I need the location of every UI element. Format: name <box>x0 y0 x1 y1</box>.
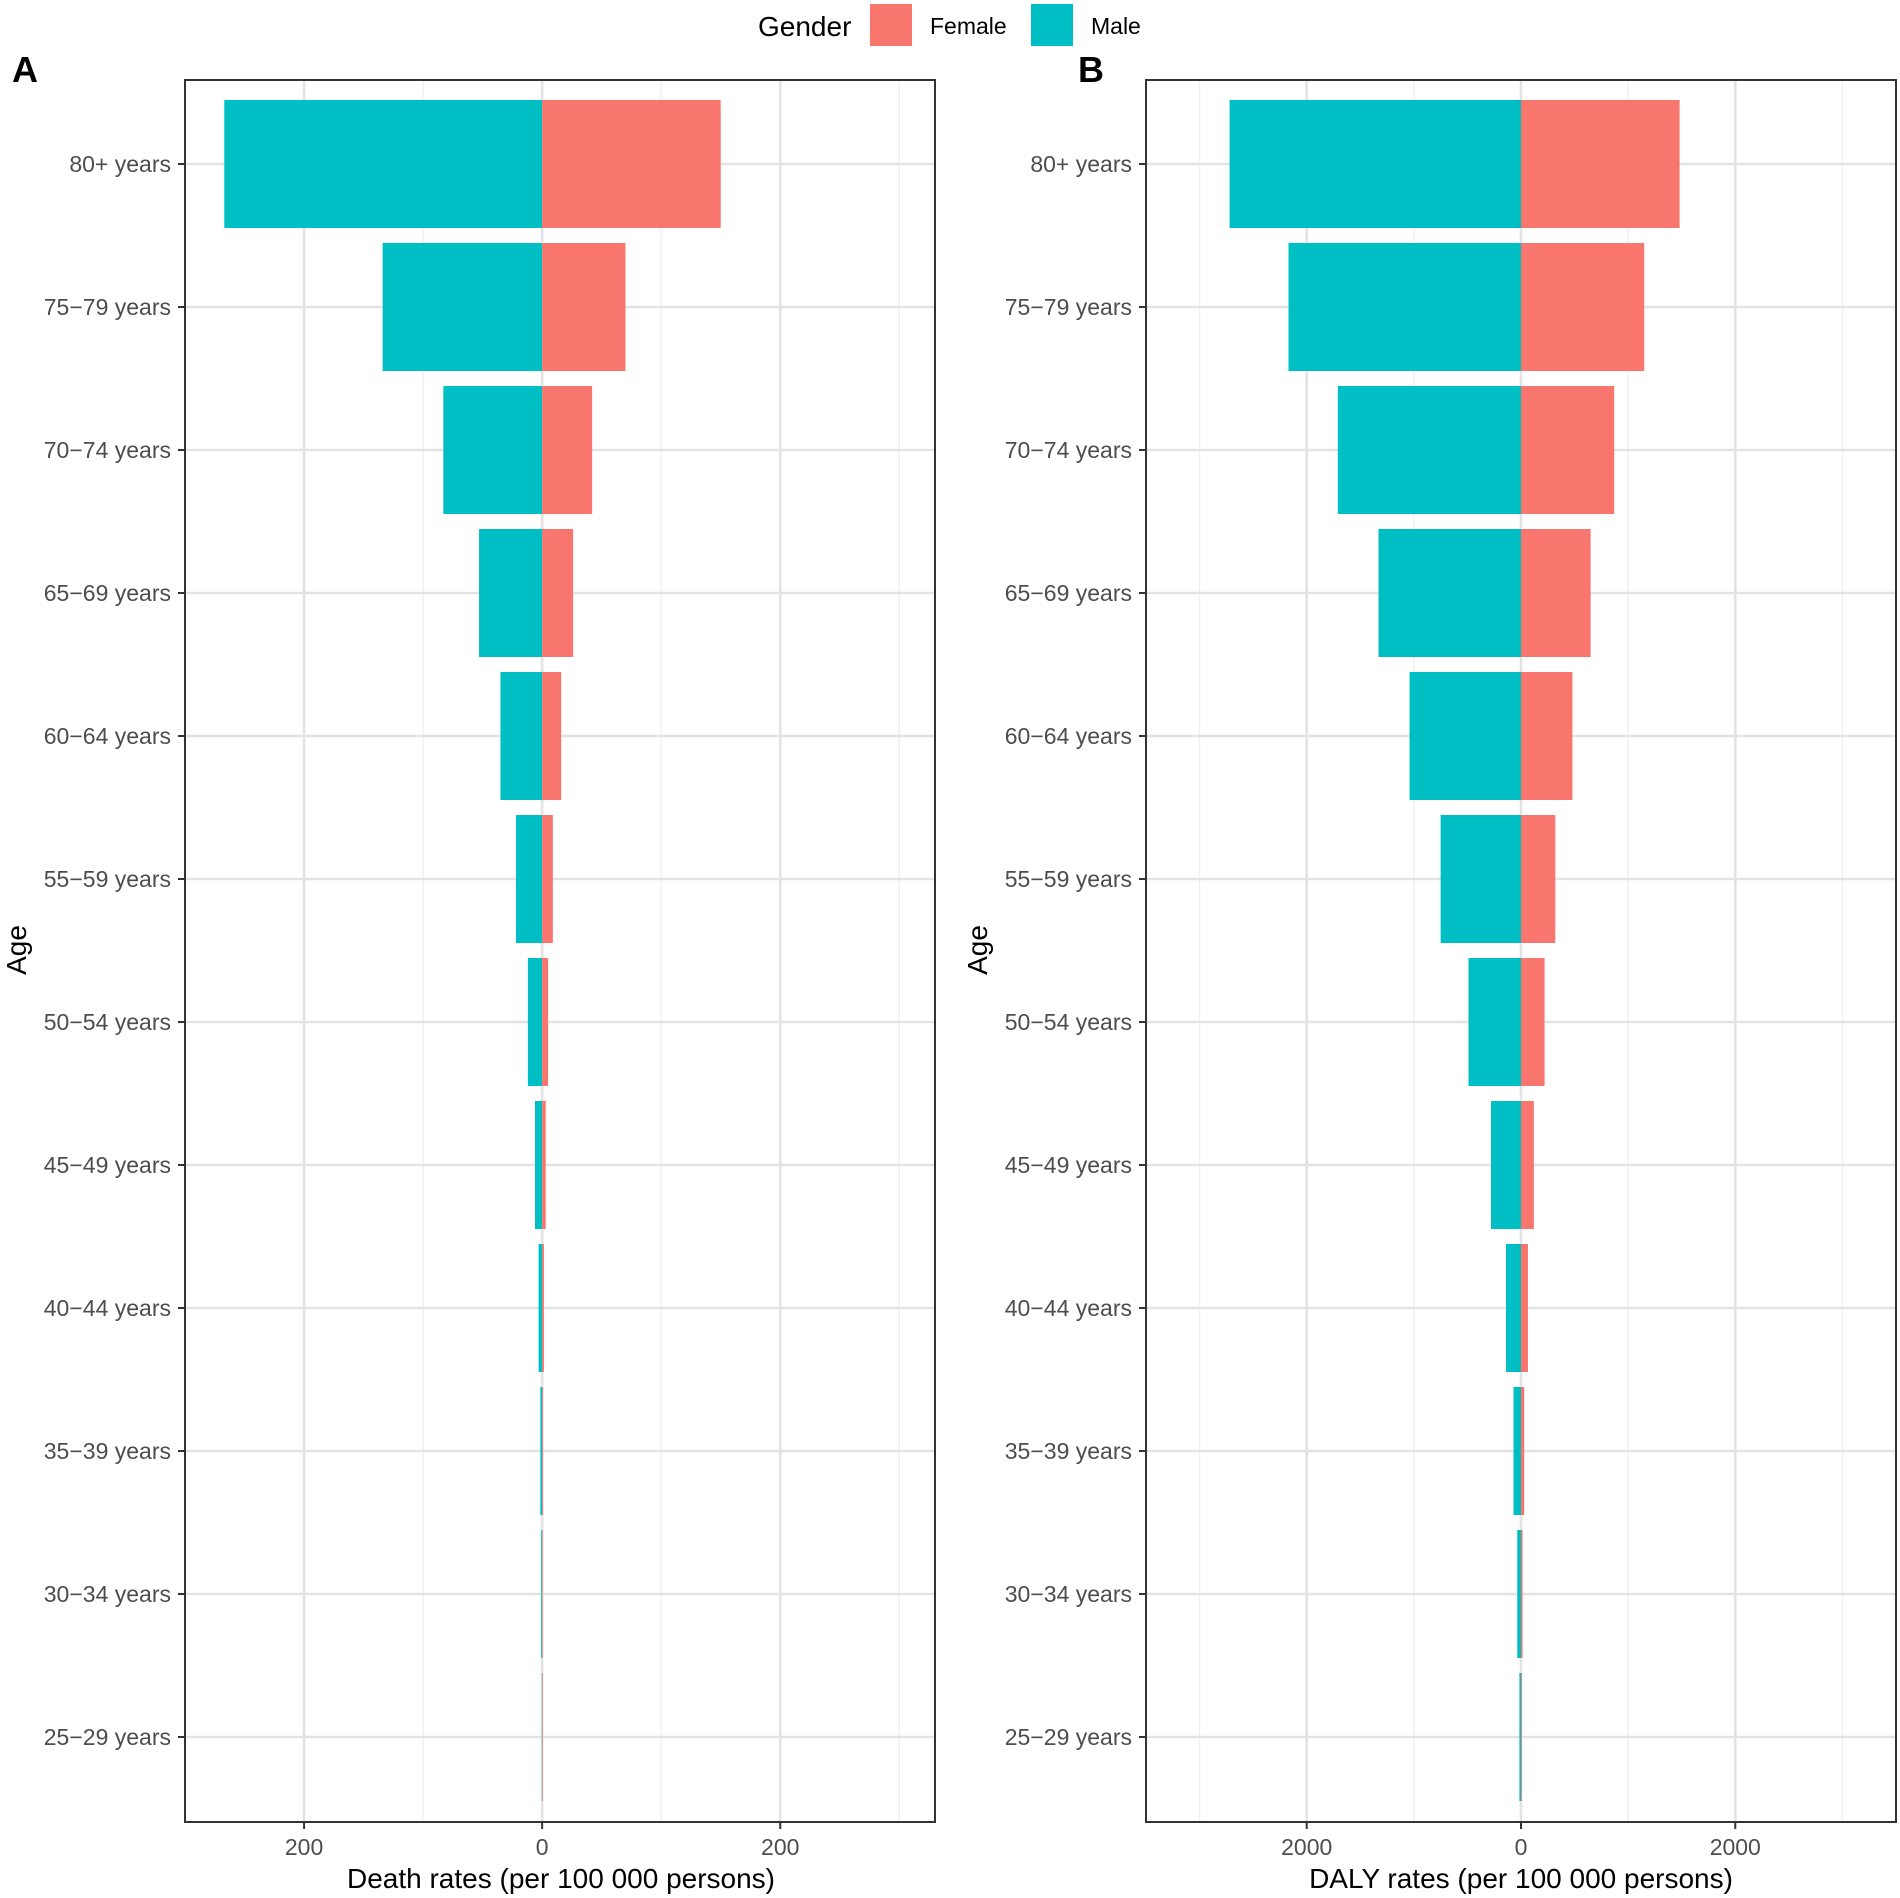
panel-b-bar-female <box>1521 958 1545 1086</box>
panel-a-y-axis-title: Age <box>1 925 32 975</box>
panel-b-x-tick-label: 2000 <box>1710 1834 1761 1860</box>
panel-b-bar-female <box>1521 1244 1528 1372</box>
panel-b-bar-male <box>1491 1101 1521 1229</box>
panel-b-bar-male <box>1513 1387 1521 1515</box>
panel-a-y-tick-label: 45−49 years <box>44 1152 171 1178</box>
panel-a-bar-male <box>538 1244 543 1372</box>
panel-a-y-tick-label: 75−79 years <box>44 294 171 320</box>
panel-a-bar-female <box>542 1101 546 1229</box>
panel-a-y-tick-label: 25−29 years <box>44 1724 171 1750</box>
panel-a-bar-male <box>527 958 543 1086</box>
panel-a-y-tick-label: 60−64 years <box>44 723 171 749</box>
panel-b-bar-male <box>1337 386 1521 514</box>
panel-b-y-tick-label: 80+ years <box>1030 151 1132 177</box>
panel-a-bar-male <box>382 243 543 371</box>
panel-a-bar-male <box>479 529 543 657</box>
panel-b-bar-male <box>1517 1530 1521 1658</box>
panel-b-bar-male <box>1506 1244 1521 1372</box>
panel-a-bar-male <box>541 1530 543 1658</box>
panel-b-bar-male <box>1440 815 1521 943</box>
panel-a-bar-female <box>542 815 553 943</box>
panel-a-bar-male <box>540 1387 543 1515</box>
panel-b-bar-female <box>1521 1530 1523 1658</box>
panel-a-y-tick-label: 70−74 years <box>44 437 171 463</box>
panel-b-bar-female <box>1521 815 1556 943</box>
panel-b-bar-female <box>1521 1673 1522 1801</box>
panel-a-border <box>184 79 936 1823</box>
panel-b-y-tick-label: 65−69 years <box>1005 580 1132 606</box>
legend-title: Gender <box>758 11 851 42</box>
panel-a-y-tick-label: 35−39 years <box>44 1438 171 1464</box>
panel-b-bar-male <box>1378 529 1521 657</box>
panel-a-y-tick-label: 55−59 years <box>44 866 171 892</box>
panel-b-bar-female <box>1521 386 1615 514</box>
panel-b-bar-male <box>1409 672 1521 800</box>
panel-a-bar-female <box>542 386 593 514</box>
panel-a-bar-female <box>542 1387 544 1515</box>
panel-a-bar-female <box>542 958 549 1086</box>
panel-a-y-tick-label: 30−34 years <box>44 1581 171 1607</box>
panel-b-bar-female <box>1521 529 1591 657</box>
panel-b-y-tick-label: 60−64 years <box>1005 723 1132 749</box>
panel-a-bar-male <box>535 1101 543 1229</box>
panel-a-x-axis-title: Death rates (per 100 000 persons) <box>347 1863 775 1894</box>
panel-b: B Age DALY rates (per 100 000 persons) 8… <box>962 49 1897 1894</box>
panel-a-y-tick-label: 80+ years <box>69 151 171 177</box>
panel-a-plot-area: 80+ years 75−79 years 70−74 years 65−69 yea… <box>44 79 936 1860</box>
legend-label-female: Female <box>930 13 1007 39</box>
panel-a-y-tick-label: 65−69 years <box>44 580 171 606</box>
panel-b-bar-female <box>1521 1387 1525 1515</box>
legend: Gender Female Male <box>758 4 1141 46</box>
panel-b-bar-male <box>1229 100 1521 228</box>
panel-a-y-tick-label: 50−54 years <box>44 1009 171 1035</box>
panel-b-y-tick-label: 55−59 years <box>1005 866 1132 892</box>
panel-b-plot-area: 80+ years 75−79 years 70−74 years 65−69 yea… <box>1005 79 1897 1860</box>
panel-b-y-tick-label: 50−54 years <box>1005 1009 1132 1035</box>
panel-b-x-axis-title: DALY rates (per 100 000 persons) <box>1309 1863 1733 1894</box>
panel-b-x-tick-label: 2000 <box>1281 1834 1332 1860</box>
panel-a-bar-female <box>542 672 562 800</box>
panel-b-bar-male <box>1519 1673 1521 1801</box>
panel-b-y-tick-label: 25−29 years <box>1005 1724 1132 1750</box>
panel-b-y-axis-title: Age <box>962 925 993 975</box>
panel-a-bar-male <box>541 1673 543 1801</box>
legend-key-male <box>1031 4 1073 46</box>
panel-b-bar-male <box>1288 243 1521 371</box>
panel-b-bar-female <box>1521 1101 1534 1229</box>
panel-b-bar-male <box>1468 958 1521 1086</box>
panel-b-y-tick-label: 45−49 years <box>1005 1152 1132 1178</box>
panel-a-bar-male <box>224 100 543 228</box>
panel-b-y-tick-label: 30−34 years <box>1005 1581 1132 1607</box>
panel-a-bar-female <box>542 529 574 657</box>
panel-a-bar-male <box>515 815 543 943</box>
panel-a-x-tick-label: 0 <box>536 1834 549 1860</box>
panel-b-y-tick-label: 40−44 years <box>1005 1295 1132 1321</box>
panel-a-bar-female <box>542 243 626 371</box>
panel-a-bar-male <box>500 672 543 800</box>
panel-a-bar-female <box>542 1673 543 1801</box>
panel-a-bar-female <box>542 1530 543 1658</box>
panel-b-bar-female <box>1521 243 1645 371</box>
panel-a-bar-male <box>443 386 543 514</box>
panel-a-x-tick-label: 200 <box>285 1834 323 1860</box>
panel-b-label: B <box>1078 49 1104 90</box>
panel-a-x-tick-label: 200 <box>761 1834 799 1860</box>
panel-b-y-tick-label: 35−39 years <box>1005 1438 1132 1464</box>
panel-b-x-tick-label: 0 <box>1515 1834 1528 1860</box>
legend-key-female <box>870 4 912 46</box>
panel-b-y-tick-label: 75−79 years <box>1005 294 1132 320</box>
panel-b-bar-female <box>1521 672 1573 800</box>
panel-a: A Age Death rates (per 100 000 persons) … <box>1 49 936 1894</box>
panel-a-y-tick-label: 40−44 years <box>44 1295 171 1321</box>
panel-a-label: A <box>12 49 38 90</box>
panel-a-bar-female <box>542 100 721 228</box>
panel-b-y-tick-label: 70−74 years <box>1005 437 1132 463</box>
panel-a-bar-female <box>542 1244 544 1372</box>
legend-label-male: Male <box>1091 13 1141 39</box>
panel-b-bar-female <box>1521 100 1680 228</box>
